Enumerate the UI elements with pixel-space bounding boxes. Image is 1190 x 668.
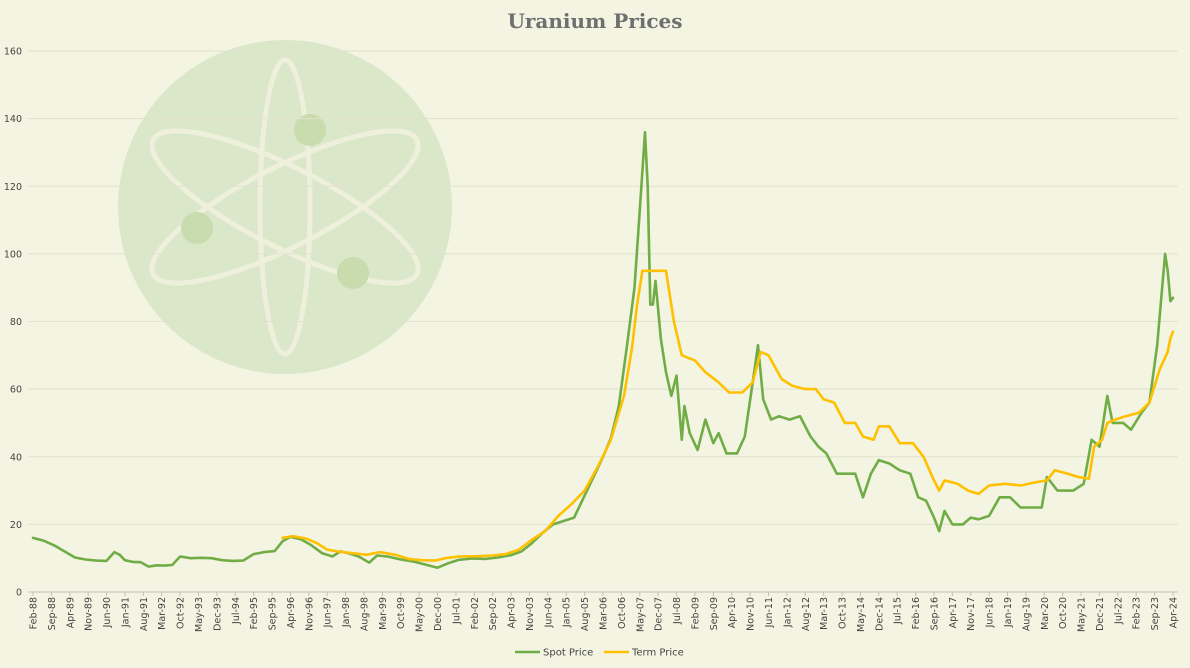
x-tick-label: Jul-08: [672, 597, 683, 625]
y-tick-label: 20: [10, 520, 22, 531]
x-tick-label: May-00: [415, 597, 426, 632]
gridlines: [28, 50, 1178, 593]
x-tick-label: Jun-04: [543, 597, 554, 628]
x-tick-label: Aug-19: [1021, 597, 1032, 631]
y-tick-label: 0: [16, 588, 22, 599]
x-tick-label: Jun-18: [985, 597, 996, 628]
x-tick-label: Mar-20: [1040, 597, 1051, 630]
atom-background-circle: [118, 40, 452, 374]
y-tick-label: 80: [10, 317, 22, 328]
x-tick-label: Apr-89: [65, 597, 76, 628]
x-tick-label: Apr-17: [948, 597, 959, 628]
x-tick-label: Oct-06: [617, 597, 628, 629]
x-tick-label: Sep-16: [929, 597, 940, 630]
x-tick-label: Nov-03: [525, 597, 536, 631]
atom-icon: [118, 40, 452, 374]
y-tick-label: 100: [4, 249, 22, 260]
legend-label: Term Price: [631, 648, 684, 659]
x-tick-label: Dec-21: [1095, 597, 1106, 631]
x-tick-label: Feb-16: [911, 597, 922, 629]
x-tick-label: Nov-10: [746, 597, 757, 631]
x-axis: Feb-88 Sep-88 Apr-89 Nov-89 Jun-90 Jan-91 Aug-…: [29, 592, 1180, 632]
x-tick-label: May-21: [1077, 597, 1088, 632]
x-tick-label: Jan-98: [341, 597, 352, 628]
x-tick-label: Oct-92: [176, 597, 187, 629]
x-tick-label: Mar-99: [378, 597, 389, 630]
y-tick-label: 140: [4, 114, 22, 125]
x-tick-label: Aug-05: [580, 597, 591, 631]
y-tick-label: 60: [10, 385, 22, 396]
x-tick-label: Sep-95: [268, 597, 279, 630]
x-tick-label: May-07: [635, 597, 646, 632]
x-tick-label: Jan-19: [1003, 597, 1014, 628]
x-tick-label: Jul-01: [451, 597, 462, 625]
x-tick-label: Jul-22: [1113, 597, 1124, 625]
y-tick-label: 120: [4, 182, 22, 193]
x-tick-label: Nov-96: [304, 597, 315, 631]
x-tick-label: Sep-88: [47, 597, 58, 630]
x-tick-label: Oct-99: [396, 597, 407, 629]
x-tick-label: Sep-02: [488, 597, 499, 630]
electron: [337, 257, 369, 289]
x-tick-label: Aug-12: [801, 597, 812, 631]
x-tick-label: Feb-09: [690, 597, 701, 629]
series-line-term-price: [281, 269, 1175, 562]
x-tick-label: Jan-05: [562, 597, 573, 628]
y-tick-label: 40: [10, 452, 22, 463]
x-tick-label: Dec-14: [874, 597, 885, 631]
x-tick-label: Jan-12: [782, 597, 793, 628]
y-axis: 0 20 40 60 80 100 120 140 160: [4, 47, 22, 599]
x-tick-label: Jun-90: [102, 597, 113, 628]
x-tick-label: Dec-93: [212, 597, 223, 631]
x-tick-label: Aug-98: [359, 597, 370, 631]
x-tick-label: Jul-15: [893, 597, 904, 625]
x-tick-label: Aug-91: [139, 597, 150, 631]
electron: [294, 114, 326, 146]
x-tick-label: Apr-10: [727, 597, 738, 628]
x-tick-label: Dec-07: [654, 597, 665, 631]
chart-title: Uranium Prices: [507, 9, 682, 33]
x-tick-label: Dec-00: [433, 597, 444, 631]
x-tick-label: Nov-89: [84, 597, 95, 631]
x-tick-label: Oct-20: [1058, 597, 1069, 629]
x-tick-label: Feb-23: [1132, 597, 1143, 629]
orbit-ring: [257, 57, 313, 357]
x-tick-label: Feb-88: [29, 597, 40, 629]
legend: Spot Price Term Price: [515, 648, 684, 659]
x-tick-label: Jun-11: [764, 597, 775, 628]
orbit-ring: [149, 128, 421, 286]
x-tick-label: Apr-03: [507, 597, 518, 628]
x-tick-label: Oct-13: [838, 597, 849, 629]
x-tick-label: Jul-94: [231, 597, 242, 625]
electron: [181, 212, 213, 244]
x-tick-label: Feb-02: [470, 597, 481, 629]
x-tick-label: Sep-09: [709, 597, 720, 630]
x-tick-label: May-93: [194, 597, 205, 632]
x-tick-label: Apr-96: [286, 597, 297, 628]
legend-label: Spot Price: [543, 648, 593, 659]
x-tick-label: Jun-97: [323, 597, 334, 628]
series-line-spot-price: [31, 130, 1175, 569]
x-tick-label: Nov-17: [966, 597, 977, 631]
x-tick-label: Mar-92: [157, 597, 168, 630]
x-tick-label: Apr-24: [1169, 597, 1180, 628]
x-tick-label: Jan-91: [120, 597, 131, 628]
x-tick-label: Feb-95: [249, 597, 260, 629]
x-tick-label: Sep-23: [1150, 597, 1161, 630]
x-tick-label: Mar-06: [599, 597, 610, 630]
x-tick-label: Mar-13: [819, 597, 830, 630]
orbit-ring: [149, 128, 421, 286]
series-lines: [31, 130, 1175, 569]
y-tick-label: 160: [4, 47, 22, 58]
x-tick-label: May-14: [856, 597, 867, 632]
